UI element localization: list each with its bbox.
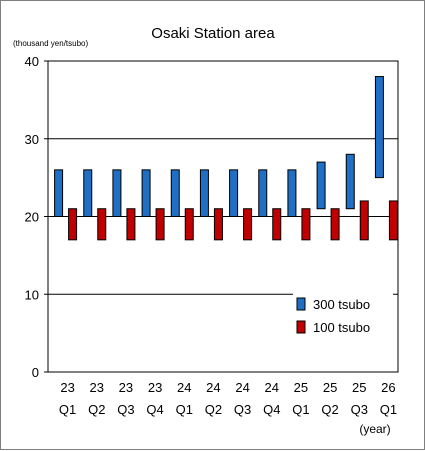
bar-300-tsubo (316, 161, 326, 210)
bar-300-tsubo (345, 153, 355, 210)
bar-100-tsubo (68, 208, 78, 241)
legend-label: 300 tsubo (313, 297, 370, 312)
bar-100-tsubo (126, 208, 136, 241)
x-tick-quarter: Q4 (146, 402, 163, 417)
y-tick-label: 20 (25, 210, 39, 225)
x-tick-year: 26 (381, 380, 395, 395)
y-tick-label: 10 (25, 287, 39, 302)
x-tick-year: 24 (177, 380, 191, 395)
x-tick-year: 23 (90, 380, 104, 395)
bar-300-tsubo (170, 169, 180, 218)
bars-group (54, 76, 398, 241)
x-tick-year: 24 (235, 380, 249, 395)
bar-300-tsubo (258, 169, 268, 218)
legend-swatch (296, 320, 306, 334)
bar-100-tsubo (243, 208, 253, 241)
bar-300-tsubo (229, 169, 239, 218)
x-tick-quarter: Q2 (205, 402, 222, 417)
x-tick-quarter: Q1 (380, 402, 397, 417)
x-tick-quarter: Q1 (59, 402, 76, 417)
x-tick-quarter: Q4 (263, 402, 280, 417)
y-tick-label: 40 (25, 54, 39, 69)
legend-box (293, 291, 393, 343)
bar-100-tsubo (330, 208, 340, 241)
x-tick-year: 25 (294, 380, 308, 395)
x-tick-year: 24 (265, 380, 279, 395)
bar-100-tsubo (97, 208, 107, 241)
legend-swatch (296, 297, 306, 311)
bar-300-tsubo (54, 169, 64, 218)
x-tick-year: 23 (119, 380, 133, 395)
bar-100-tsubo (272, 208, 282, 241)
x-tick-quarter: Q2 (88, 402, 105, 417)
bar-100-tsubo (301, 208, 311, 241)
chart-title: Osaki Station area (151, 25, 275, 42)
y-axis-ticks: 0 10 20 30 40 (25, 54, 48, 380)
x-axis-ticks: 23 Q1 23 Q2 23 Q3 23 Q4 24 Q1 24 Q2 24 Q3 24 Q4 25 Q1 25 Q2… (59, 380, 397, 417)
x-tick-quarter: Q3 (234, 402, 251, 417)
y-axis-unit-label: (thousand yen/tsubo) (13, 39, 88, 48)
x-tick-year: 25 (323, 380, 337, 395)
bar-100-tsubo (359, 200, 369, 241)
x-tick-quarter: Q1 (292, 402, 309, 417)
bar-300-tsubo (374, 76, 384, 179)
legend-label: 100 tsubo (313, 320, 370, 335)
x-tick-year: 23 (148, 380, 162, 395)
x-tick-quarter: Q3 (117, 402, 134, 417)
bar-100-tsubo (388, 200, 398, 241)
bar-300-tsubo (141, 169, 151, 218)
bar-300-tsubo (287, 169, 297, 218)
bar-300-tsubo (199, 169, 209, 218)
x-tick-year: 24 (206, 380, 220, 395)
x-axis-unit-label: (year) (359, 422, 390, 436)
x-tick-year: 23 (60, 380, 74, 395)
x-tick-quarter: Q1 (176, 402, 193, 417)
bar-300-tsubo (83, 169, 93, 218)
x-tick-year: 25 (352, 380, 366, 395)
y-tick-label: 30 (25, 132, 39, 147)
bar-100-tsubo (155, 208, 165, 241)
x-tick-quarter: Q2 (321, 402, 338, 417)
x-tick-quarter: Q3 (351, 402, 368, 417)
y-tick-label: 0 (32, 365, 39, 380)
bar-100-tsubo (213, 208, 223, 241)
legend: 300 tsubo 100 tsubo (293, 291, 393, 343)
bar-100-tsubo (184, 208, 194, 241)
bar-300-tsubo (112, 169, 122, 218)
